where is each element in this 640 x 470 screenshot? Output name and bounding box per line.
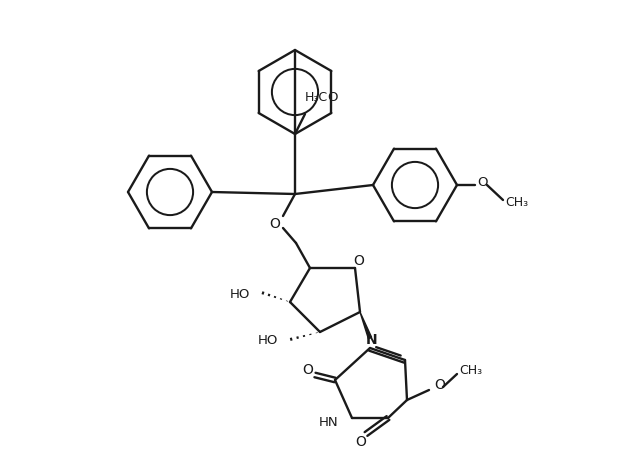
Text: O: O	[327, 91, 337, 104]
Text: N: N	[366, 333, 378, 347]
Polygon shape	[360, 312, 372, 338]
Text: O: O	[269, 217, 280, 231]
Text: CH₃: CH₃	[459, 363, 482, 376]
Text: O: O	[477, 175, 488, 188]
Text: O: O	[356, 435, 367, 449]
Text: O: O	[434, 378, 445, 392]
Text: O: O	[353, 254, 364, 268]
Text: CH₃: CH₃	[505, 196, 528, 210]
Text: H₃C: H₃C	[305, 91, 328, 104]
Text: O: O	[303, 363, 314, 377]
Text: HN: HN	[318, 416, 338, 430]
Text: HO: HO	[258, 334, 278, 346]
Text: HO: HO	[230, 288, 250, 300]
